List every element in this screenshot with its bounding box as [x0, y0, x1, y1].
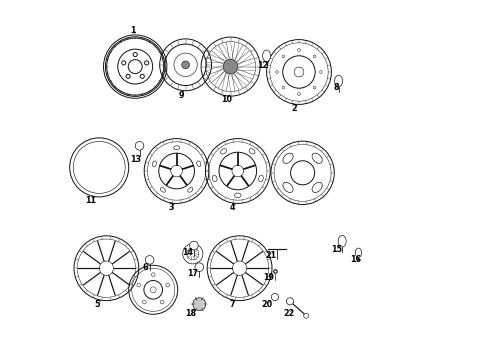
Circle shape [137, 283, 141, 287]
Ellipse shape [188, 188, 193, 192]
Text: 2: 2 [292, 104, 297, 113]
Text: 3: 3 [169, 203, 175, 212]
Ellipse shape [312, 153, 322, 163]
Circle shape [297, 93, 300, 95]
Circle shape [271, 293, 278, 301]
Text: 15: 15 [331, 245, 343, 253]
Circle shape [122, 61, 126, 65]
Circle shape [313, 86, 316, 89]
Text: 1: 1 [131, 26, 136, 35]
Ellipse shape [212, 175, 217, 182]
Circle shape [145, 256, 154, 264]
Ellipse shape [220, 149, 226, 154]
Circle shape [143, 300, 146, 304]
Circle shape [151, 273, 155, 276]
Ellipse shape [312, 182, 322, 193]
Ellipse shape [283, 153, 293, 163]
Circle shape [160, 300, 164, 304]
Circle shape [166, 283, 170, 287]
Circle shape [190, 241, 198, 250]
Ellipse shape [263, 50, 270, 62]
Circle shape [313, 55, 316, 58]
Text: 13: 13 [130, 154, 141, 163]
Circle shape [319, 71, 322, 73]
Ellipse shape [173, 146, 179, 150]
Ellipse shape [259, 175, 263, 182]
Ellipse shape [283, 182, 293, 193]
Circle shape [133, 53, 137, 57]
Circle shape [182, 61, 190, 69]
Text: 19: 19 [263, 274, 274, 282]
Text: 5: 5 [95, 300, 101, 309]
Text: 10: 10 [221, 94, 232, 104]
Circle shape [193, 298, 206, 311]
Ellipse shape [160, 188, 166, 192]
Circle shape [126, 74, 130, 78]
Text: 7: 7 [230, 300, 235, 309]
Text: 6: 6 [142, 263, 148, 271]
Text: 22: 22 [283, 309, 294, 318]
Circle shape [195, 263, 204, 271]
Ellipse shape [196, 161, 201, 167]
Ellipse shape [235, 193, 241, 198]
Text: 11: 11 [85, 197, 97, 205]
Circle shape [135, 141, 144, 150]
Text: 12: 12 [257, 61, 268, 70]
Ellipse shape [249, 149, 255, 154]
Ellipse shape [335, 75, 343, 87]
Circle shape [223, 59, 238, 74]
Circle shape [297, 49, 300, 51]
Text: 16: 16 [350, 256, 362, 264]
Circle shape [304, 313, 309, 318]
Text: 14: 14 [182, 248, 193, 257]
Ellipse shape [152, 161, 156, 167]
Circle shape [286, 298, 294, 305]
Text: 9: 9 [178, 91, 184, 100]
Circle shape [275, 71, 278, 73]
Ellipse shape [338, 235, 346, 247]
Text: 18: 18 [185, 309, 196, 318]
Circle shape [282, 55, 285, 58]
Text: 8: 8 [334, 83, 340, 91]
Text: 21: 21 [266, 251, 276, 260]
Circle shape [145, 61, 148, 65]
Text: 17: 17 [187, 269, 198, 278]
Circle shape [282, 86, 285, 89]
Ellipse shape [355, 248, 362, 257]
Text: 4: 4 [230, 203, 236, 212]
Text: 20: 20 [262, 300, 273, 309]
Circle shape [140, 74, 145, 78]
